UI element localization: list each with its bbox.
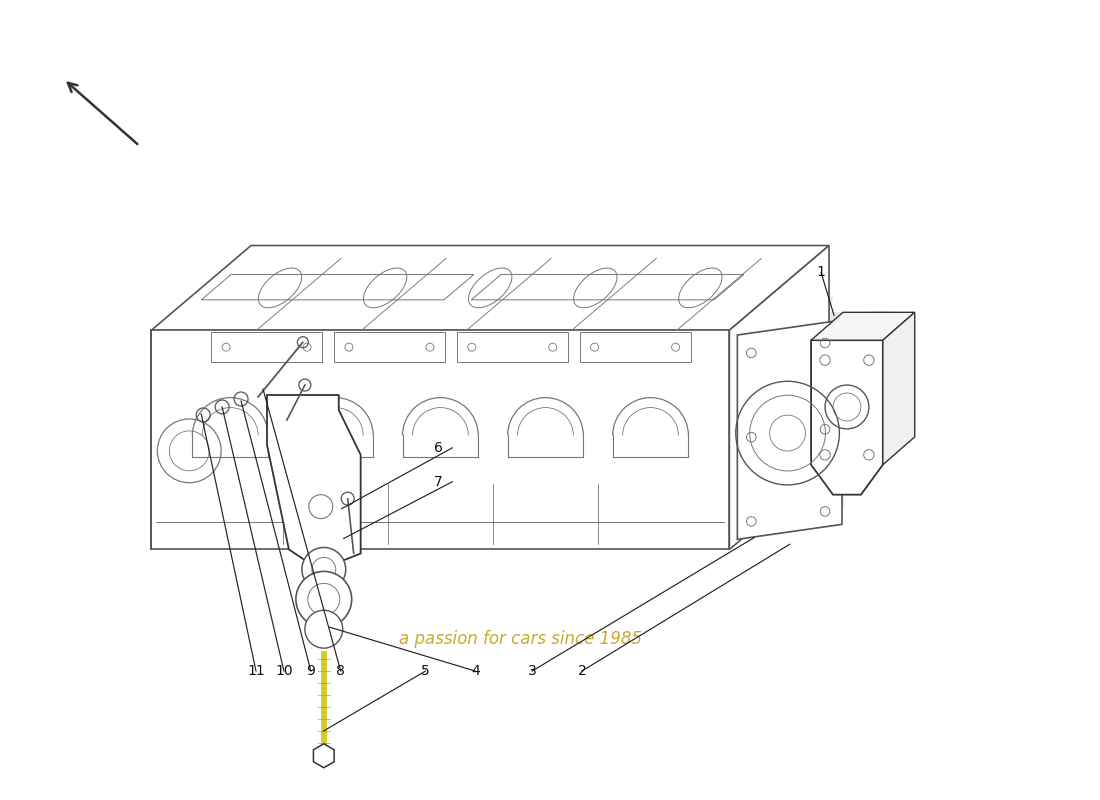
Polygon shape (883, 312, 915, 465)
Bar (211, 332, 322, 362)
Text: 6: 6 (434, 441, 443, 455)
Polygon shape (152, 330, 729, 550)
Polygon shape (314, 744, 334, 768)
Polygon shape (811, 312, 915, 340)
Text: europarts: europarts (332, 290, 908, 390)
Polygon shape (811, 340, 883, 494)
Text: 2: 2 (578, 664, 586, 678)
Circle shape (305, 610, 343, 648)
Circle shape (301, 547, 345, 591)
Polygon shape (152, 246, 829, 330)
Polygon shape (267, 395, 361, 562)
Bar (334, 332, 444, 362)
Text: 5: 5 (421, 664, 430, 678)
Text: 7: 7 (434, 474, 443, 489)
Circle shape (296, 571, 352, 627)
Bar (580, 332, 691, 362)
Bar (456, 332, 568, 362)
Polygon shape (729, 246, 829, 550)
Text: a passion for cars since 1985: a passion for cars since 1985 (398, 630, 641, 648)
Polygon shape (737, 320, 842, 539)
Text: 3: 3 (528, 664, 537, 678)
Text: 10: 10 (275, 664, 293, 678)
Text: 1985: 1985 (649, 465, 850, 534)
Text: 11: 11 (248, 664, 265, 678)
Text: 8: 8 (337, 664, 345, 678)
Text: 9: 9 (307, 664, 316, 678)
Text: 4: 4 (471, 664, 480, 678)
Text: 1: 1 (816, 266, 825, 279)
